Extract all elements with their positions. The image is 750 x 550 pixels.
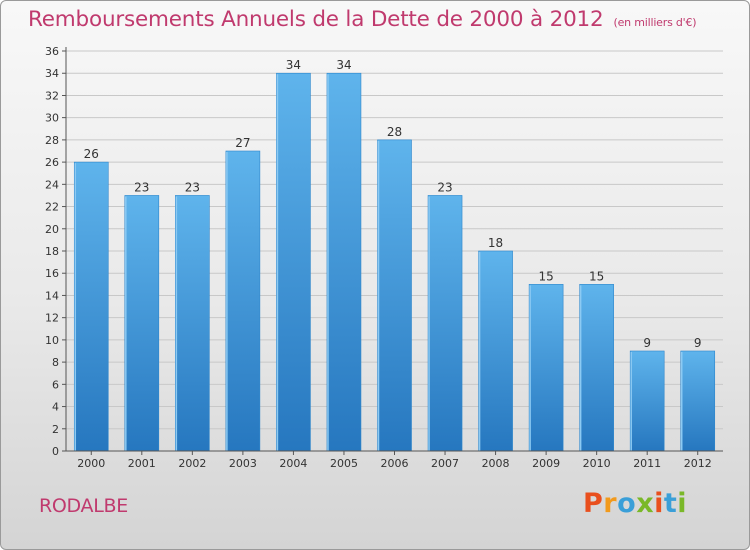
y-tick-label: 10 xyxy=(45,334,59,347)
bar xyxy=(478,250,513,452)
bar xyxy=(225,150,261,452)
chart-title: Remboursements Annuels de la Dette de 20… xyxy=(28,7,697,32)
x-tick-label: 2004 xyxy=(279,457,307,470)
logo-letter: i xyxy=(654,488,664,519)
y-tick-label: 8 xyxy=(52,356,59,369)
unit-label: (en milliers d'€) xyxy=(613,16,697,29)
y-tick-label: 26 xyxy=(45,156,59,169)
x-tick-label: 2012 xyxy=(684,457,712,470)
bar xyxy=(326,72,362,452)
proxiti-logo[interactable]: Proxiti xyxy=(583,488,687,519)
bar xyxy=(680,350,716,452)
bars xyxy=(73,72,716,452)
bar xyxy=(124,195,160,452)
data-label: 23 xyxy=(134,180,149,194)
data-label: 15 xyxy=(538,269,553,283)
y-tick-label: 30 xyxy=(45,112,59,125)
x-tick-label: 2006 xyxy=(381,457,409,470)
x-tick-label: 2002 xyxy=(178,457,206,470)
y-tick-label: 4 xyxy=(52,401,59,414)
x-tick-label: 2000 xyxy=(77,457,105,470)
chart-title-text: Remboursements Annuels de la Dette de 20… xyxy=(28,7,604,32)
y-tick-label: 14 xyxy=(45,289,59,302)
logo-letter: t xyxy=(663,488,678,519)
x-tick-label: 2010 xyxy=(583,457,611,470)
data-label: 18 xyxy=(488,236,503,250)
y-tick-label: 22 xyxy=(45,201,59,214)
y-tick-label: 36 xyxy=(45,45,59,58)
x-tick-label: 2011 xyxy=(633,457,661,470)
y-tick-label: 28 xyxy=(45,134,59,147)
data-label: 34 xyxy=(336,58,351,72)
bar xyxy=(427,195,463,452)
data-label: 23 xyxy=(185,180,200,194)
data-label: 27 xyxy=(235,136,250,150)
bar xyxy=(377,139,412,452)
logo-letter: o xyxy=(617,488,637,519)
logo-letter: r xyxy=(603,488,618,519)
y-tick-label: 20 xyxy=(45,223,59,236)
data-label: 9 xyxy=(643,336,651,350)
bar xyxy=(629,350,665,452)
y-tick-label: 32 xyxy=(45,89,59,102)
y-tick-label: 24 xyxy=(45,178,59,191)
x-tick-label: 2009 xyxy=(532,457,560,470)
y-tick-label: 2 xyxy=(52,423,59,436)
data-label: 34 xyxy=(286,58,301,72)
y-tick-label: 34 xyxy=(45,67,59,80)
data-labels: 26 23 23 27 34 34 28 23 18 15 15 9 9 xyxy=(84,58,702,350)
x-tick-label: 2008 xyxy=(482,457,510,470)
x-tick-label: 2001 xyxy=(128,457,156,470)
logo-letter: i xyxy=(677,488,688,519)
data-label: 28 xyxy=(387,125,402,139)
x-tick-label: 2003 xyxy=(229,457,257,470)
bar xyxy=(175,195,210,452)
y-tick-label: 0 xyxy=(52,445,59,458)
logo-letter: x xyxy=(636,488,655,519)
x-tick-label: 2007 xyxy=(431,457,459,470)
data-label: 26 xyxy=(84,147,99,161)
logo-letter: P xyxy=(583,488,604,519)
data-label: 15 xyxy=(589,269,604,283)
commune-name: RODALBE xyxy=(39,495,128,517)
data-label: 9 xyxy=(694,336,702,350)
y-tick-label: 6 xyxy=(52,378,59,391)
data-label: 23 xyxy=(437,180,452,194)
y-tick-label: 16 xyxy=(45,267,59,280)
bar xyxy=(73,161,109,452)
bar xyxy=(276,72,311,452)
bar xyxy=(528,284,564,452)
x-tick-label: 2005 xyxy=(330,457,358,470)
y-tick-label: 18 xyxy=(45,245,59,258)
y-tick-label: 12 xyxy=(45,312,59,325)
bar xyxy=(579,284,614,452)
